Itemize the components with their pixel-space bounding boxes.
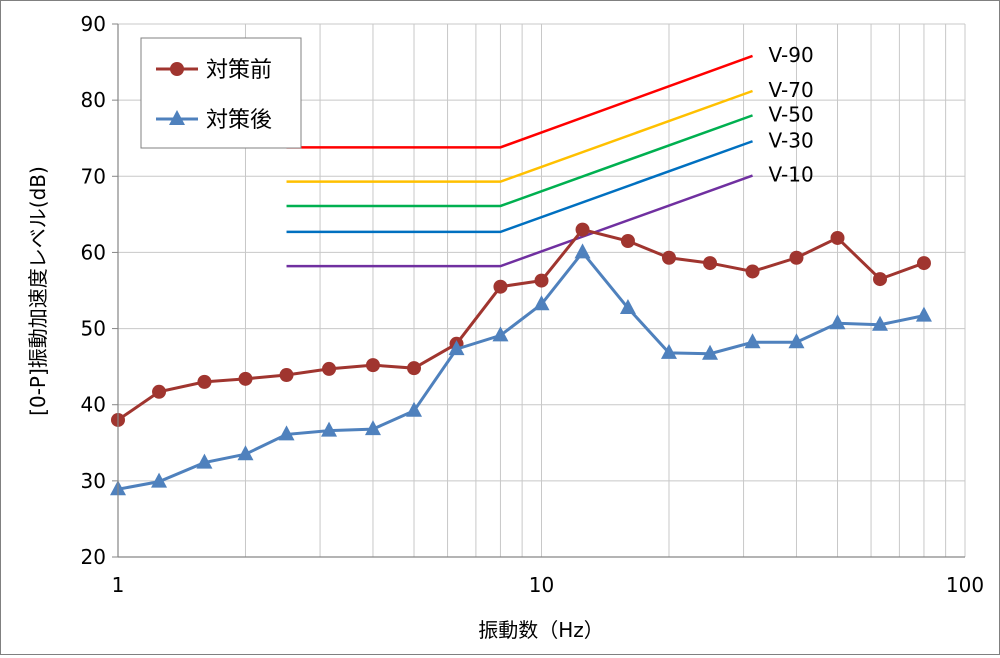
legend-marker: [170, 62, 184, 76]
data-point: [916, 256, 931, 271]
data-point: [744, 333, 761, 349]
x-tick-label: 1: [112, 573, 125, 597]
data-point: [364, 420, 381, 436]
legend-marker: [169, 110, 185, 125]
axes: 20 30 40 50 60 70 80 90 1 10 100: [81, 12, 985, 597]
legend-label: 対策前: [206, 58, 272, 83]
data-point: [448, 340, 465, 356]
reference-lines: V-90 V-70V-50V-30 V-10: [286, 43, 814, 268]
reference-line-v-10: [286, 174, 753, 268]
data-point: [574, 243, 591, 259]
reference-line-label: V-50: [769, 102, 814, 126]
reference-line-v-90: [286, 54, 753, 149]
y-tick-label: 60: [81, 240, 106, 264]
data-point: [789, 250, 804, 265]
x-axis-label: 振動数（Hz）: [478, 618, 604, 642]
data-point: [365, 358, 380, 373]
data-point: [238, 371, 253, 386]
reference-line-v-30: [286, 140, 753, 234]
data-point: [492, 326, 509, 342]
data-point: [493, 279, 508, 294]
data-point: [197, 374, 212, 389]
data-point: [619, 299, 636, 315]
data-point: [151, 472, 168, 488]
data-point: [279, 368, 294, 383]
data-point: [830, 230, 845, 245]
data-point: [829, 314, 846, 330]
data-point: [872, 315, 889, 331]
reference-line-v-70: [286, 89, 753, 183]
y-tick-label: 30: [81, 469, 106, 493]
data-point: [196, 453, 213, 469]
data-point: [745, 264, 760, 279]
reference-line-v-50: [286, 114, 753, 208]
data-point: [534, 273, 549, 288]
data-point: [406, 401, 423, 417]
reference-line-label: V-70: [769, 78, 814, 102]
data-point: [407, 361, 422, 376]
data-point: [703, 256, 718, 271]
legend-box: [140, 37, 302, 149]
reference-line-label: V-10: [769, 163, 814, 187]
y-tick-label: 20: [81, 545, 106, 569]
data-point: [152, 384, 167, 399]
data-series: [110, 222, 932, 496]
y-axis-label: [0-P]振動加速度レベル(dB): [26, 166, 50, 416]
data-point: [321, 421, 338, 437]
data-point: [661, 250, 676, 265]
y-tick-label: 90: [81, 12, 106, 36]
data-point: [788, 333, 805, 349]
data-point: [873, 272, 888, 287]
y-tick-label: 40: [81, 393, 106, 417]
data-point: [322, 361, 337, 376]
x-tick-label: 10: [529, 573, 554, 597]
data-point: [915, 306, 932, 322]
data-point: [620, 234, 635, 249]
data-point: [575, 222, 590, 237]
data-point: [237, 445, 254, 461]
series-line: [117, 250, 925, 491]
series-2: [110, 243, 932, 496]
reference-line-label: V-30: [769, 128, 814, 152]
y-tick-label: 70: [81, 164, 106, 188]
reference-line-label: V-90: [769, 43, 814, 67]
data-point: [278, 425, 295, 441]
y-tick-label: 50: [81, 317, 106, 341]
y-tick-label: 80: [81, 88, 106, 112]
data-point: [660, 343, 677, 359]
series-1: [111, 222, 931, 427]
data-point: [533, 295, 550, 311]
legend-label: 対策後: [206, 108, 272, 133]
x-tick-label: 100: [946, 573, 984, 597]
data-point: [702, 344, 719, 360]
